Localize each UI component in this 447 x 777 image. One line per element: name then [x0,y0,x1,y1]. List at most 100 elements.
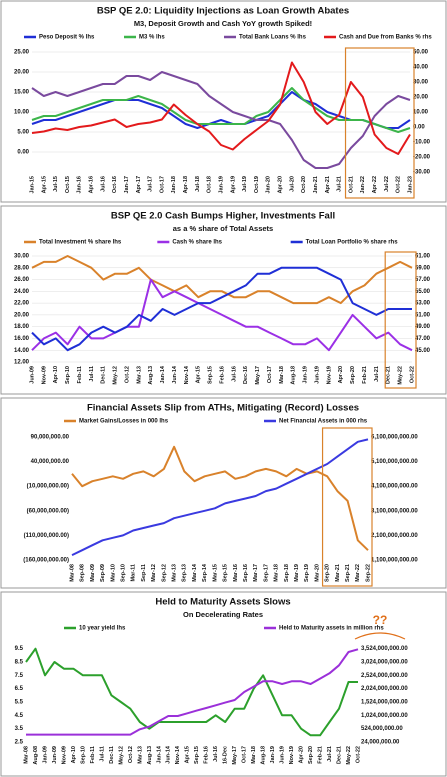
x-tick-label: Oct-21 [348,176,354,193]
x-tick-label: Mar-17 [253,564,259,582]
x-tick-label: Nov-19 [326,366,332,384]
x-tick-label: Sep-19 [304,564,310,582]
x-tick-label: Jan-22 [360,176,366,193]
x-tick-label: Feb-11 [90,746,96,763]
panel-border [0,0,447,203]
x-tick-label: Oct-17 [267,366,273,383]
chart-subtitle: as a % share of Total Assets [173,224,273,233]
x-tick-label: Feb-16 [219,366,225,384]
x-tick-label: Apr-15 [185,746,191,763]
x-tick-label: Mar-10 [110,564,116,582]
x-tick-label: May-17 [232,746,238,765]
legend-label: M3 % lhs [139,35,165,41]
panel-border [0,591,447,777]
y2-tick-label: 1,524,000,000.00 [361,700,408,706]
y2-tick-label: 57.00 [415,277,431,283]
x-tick-label: Apr-10 [71,746,77,763]
x-tick-label: Nov-09 [41,366,47,384]
y2-tick-label: 4,100,000,000.00 [371,484,418,490]
x-tick-label: Sep-17 [263,564,269,582]
x-tick-label: Oct-22 [355,746,361,763]
x-tick-label: Jun-14 [166,745,172,764]
x-tick-label: Apr-21 [325,176,331,193]
y-tick-label: 14.00 [14,348,30,354]
y2-tick-label: 6,100,000,000.00 [371,435,418,441]
chart-title: Financial Assets Slip from ATHs, Mitigat… [87,403,359,414]
legend-label: Total Investment % share lhs [39,240,122,246]
x-tick-label: Jan-19 [270,746,276,763]
x-tick-label: Mar-16 [233,564,239,582]
y-tick-label: 16.00 [14,336,30,342]
chart-title: BSP QE 2.0: Liquidity Injections as Loan… [97,6,349,17]
legend-label: Market Gains/Losses in 000 lhs [79,419,169,425]
x-tick-label: Jun-09 [29,366,35,384]
y-tick-label: 25.00 [14,50,30,56]
x-tick-label: Jul-22 [384,176,390,192]
x-tick-label: Mar-21 [335,564,341,582]
chart-title: BSP QE 2.0 Cash Bumps Higher, Investment… [111,211,335,222]
panel-border [0,205,447,395]
legend-label: Net Financial Assets in 000 rhs [279,419,368,425]
y-tick-label: 3.5 [15,726,24,732]
y2-tick-label: 5,100,000,000.00 [371,459,418,465]
x-tick-label: Mar-13 [172,564,178,582]
series-line [31,266,412,352]
x-tick-label: Nov-14 [175,745,181,764]
legend-label: Peso Deposit % lhs [39,35,95,41]
y2-tick-label: 1,100,000,000.00 [371,558,418,564]
x-tick-label: Sep-15 [194,746,200,764]
x-tick-label: Oct-20 [301,176,307,193]
x-tick-label: Oct-15 [65,176,71,193]
x-tick-label: Mar-19 [294,564,300,582]
y-tick-label: 40,000,000.00 [31,459,70,465]
x-tick-label: Jul-11 [99,746,105,762]
y2-tick-label: 61.00 [415,254,431,260]
legend-label: Cash and Due from Banks % rhs [339,35,432,41]
x-tick-label: Jun-14 [172,365,178,384]
x-tick-label: Mar-22 [355,564,361,582]
x-tick-label: Mar-08 [69,564,75,582]
legend-label: 10 year yield lhs [79,626,126,632]
y2-tick-label: 3,024,000,000.00 [361,660,408,666]
x-tick-label: Apr-15 [196,366,202,383]
x-tick-label: Jul-21 [337,176,343,192]
chart-subtitle: M3, Deposit Growth and Cash YoY growth S… [134,19,312,28]
x-tick-label: Apr-20 [338,366,344,383]
x-tick-label: Feb-11 [77,366,83,383]
x-tick-label: Dec-21 [336,746,342,764]
y2-tick-label: 2,024,000,000.00 [361,686,408,692]
y-tick-label: 2.5 [15,740,24,746]
x-tick-label: Sep-10 [120,564,126,582]
x-tick-label: Sep-12 [161,564,167,582]
x-tick-label: 16-Dec [223,746,229,764]
x-tick-label: Jul-18 [195,176,201,192]
y2-tick-label: 40.00 [413,65,429,71]
x-tick-label: Dec-21 [386,366,392,384]
x-tick-label: Jan-14 [156,745,162,763]
x-tick-label: Sep-16 [243,564,249,582]
x-tick-label: Oct-16 [112,176,118,193]
x-tick-label: Sep-18 [284,564,290,582]
y2-tick-label: 2,100,000,000.00 [371,533,418,539]
annotation: ?? [373,613,388,627]
x-tick-label: Jan-17 [124,176,130,193]
y-tick-label: 28.00 [14,265,30,271]
y-tick-label: 4.5 [15,713,24,719]
x-tick-label: Jan-23 [407,176,413,193]
y2-tick-label: -20.00 [413,155,431,161]
x-tick-label: Sep-13 [182,564,188,582]
series-line [25,647,358,737]
y2-tick-label: 10.00 [413,110,429,116]
x-tick-label: Jul-15 [53,176,59,192]
y2-tick-label: 51.00 [415,312,431,318]
x-tick-label: Sep-15 [223,564,229,582]
series-line [31,61,411,155]
x-tick-label: Jan-14 [160,365,166,383]
y-tick-label: 20.00 [14,312,30,318]
y-tick-label: (110,000,000.00) [24,533,69,539]
x-tick-label: Dec-11 [109,746,115,764]
y-tick-label: 9.5 [15,646,24,652]
x-tick-label: Feb-21 [362,366,368,384]
x-tick-label: Sep-20 [325,564,331,582]
